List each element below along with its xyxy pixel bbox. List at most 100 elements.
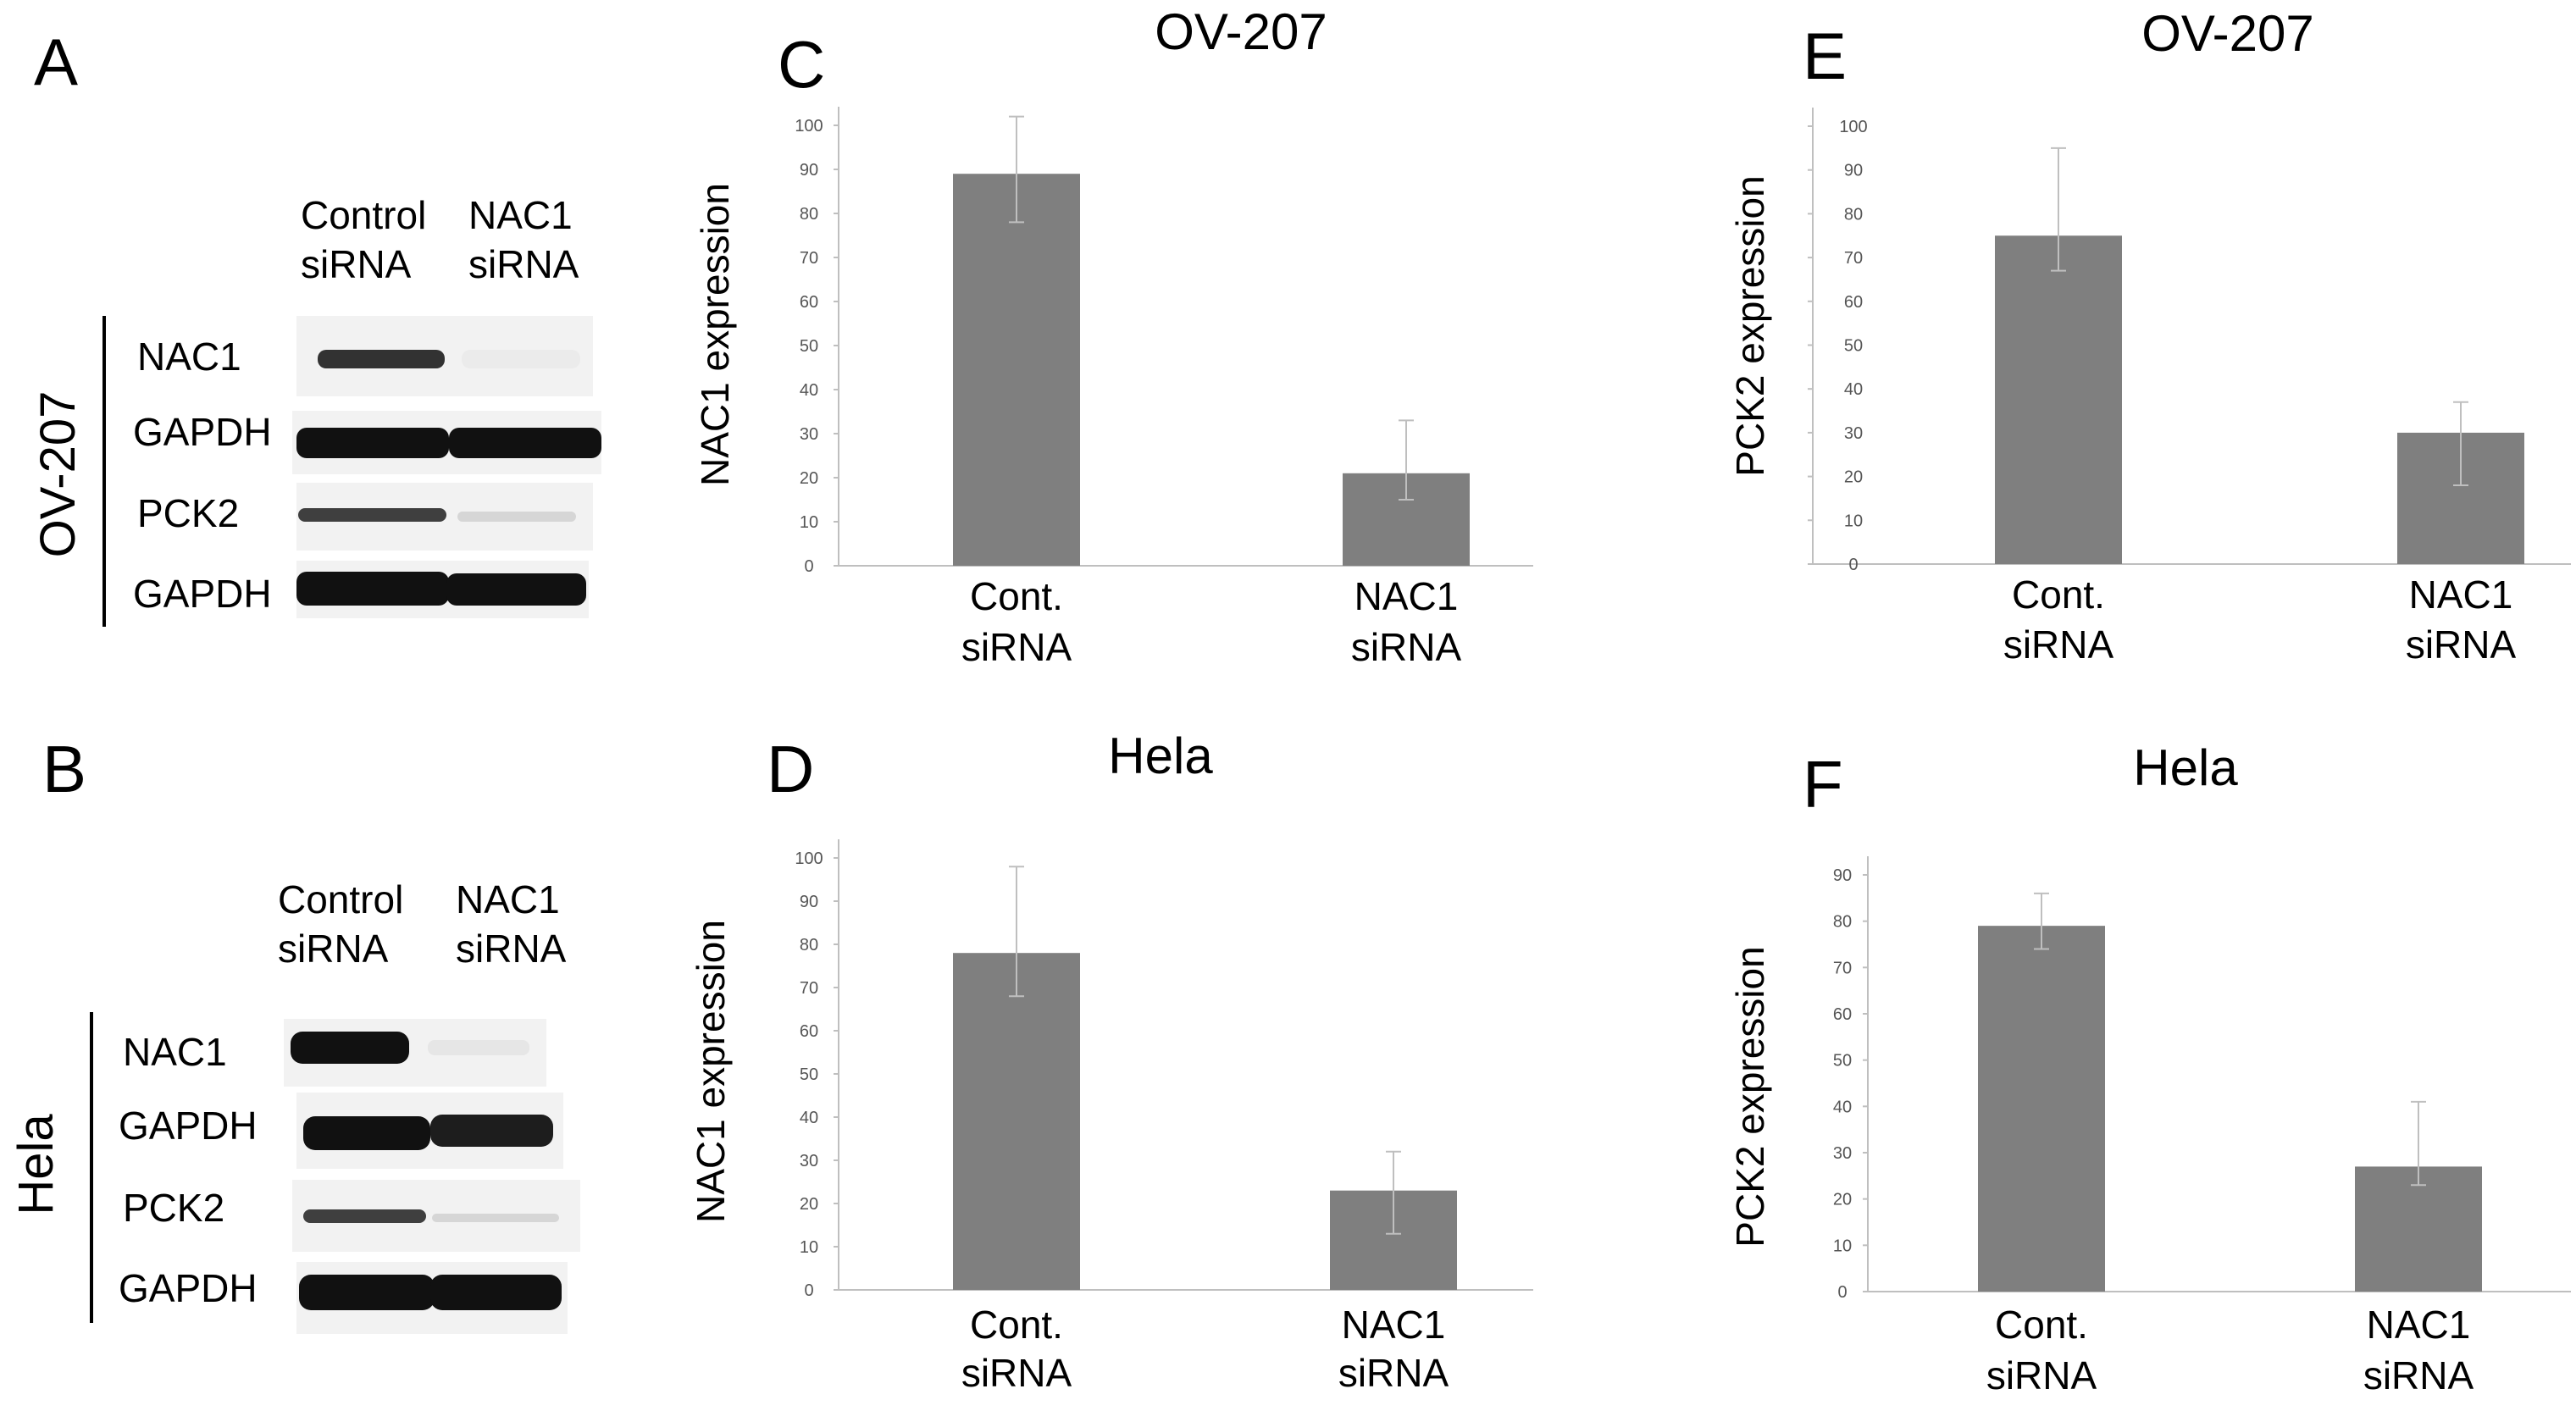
wb-ov207-band-nac1-nac1sirna [462,350,580,368]
chart-d-category-1-line1: Cont. [970,1303,1063,1347]
chart-d-hela-nac1: Hela NAC1 expression 0 10 20 30 40 50 60 70 80 90 10… [689,728,1533,1395]
chart-d-category-1-line2: siRNA [961,1351,1072,1395]
wb-hela-band-nac1-control [291,1032,409,1064]
wb-hela-cell-line-label: Hela [8,1114,64,1215]
chart-e-ytick-label-50: 50 [1844,337,1863,356]
chart-d-ylabel: NAC1 expression [689,920,733,1223]
wb-ov207-cell-line-label: OV-207 [30,391,86,558]
wb-ov207-lane2-label-line2: siRNA [468,242,579,286]
wb-hela-band-gapdh1-nac1sirna [430,1115,553,1147]
wb-hela-band-pck2-control [303,1209,426,1223]
chart-e-ytick-label-30: 30 [1844,424,1863,443]
chart-d-ytick-label-50: 50 [800,1065,818,1084]
wb-ov207-band-pck2-control [298,508,446,522]
wb-ov207-band-pck2-nac1sirna [457,512,576,522]
wb-hela-row1-label: NAC1 [123,1030,227,1074]
wb-hela-band-gapdh2-nac1sirna [430,1275,562,1310]
chart-e-category-2-line2: siRNA [2406,622,2517,667]
chart-f-hela-pck2: Hela PCK2 expression 0 10 20 30 40 50 60 70 80 90 Co… [1728,739,2571,1397]
wb-ov207-lane1-label-line2: siRNA [301,242,412,286]
chart-c-ytick-label-40: 40 [800,381,818,400]
wb-hela-band-gapdh1-control [303,1116,430,1150]
chart-d-ytick-label-80: 80 [800,936,818,955]
wb-hela-band-pck2-nac1sirna [432,1214,559,1222]
wb-hela-band-nac1-nac1sirna [428,1040,529,1055]
chart-c-category-1-line1: Cont. [970,574,1063,618]
panel-letter-b: B [42,732,86,806]
chart-e-category-1-line2: siRNA [2003,622,2114,667]
chart-d-ytick-label-10: 10 [800,1238,818,1257]
panel-letter-f: F [1803,747,1843,822]
panel-letter-d: D [767,732,814,806]
wb-ov207-row2-label: GAPDH [133,410,272,454]
panel-letter-e: E [1803,19,1847,93]
western-blot-hela: Control siRNA NAC1 siRNA Hela NAC1 GAPDH… [8,877,580,1334]
chart-c-title: OV-207 [1155,3,1327,60]
chart-e-ytick-label-0: 0 [1848,556,1858,574]
chart-f-category-1-line2: siRNA [1986,1353,2097,1397]
wb-ov207-band-gapdh1-nac1sirna [449,428,601,458]
chart-c-ytick-label-50: 50 [800,337,818,356]
chart-f-category-1-line1: Cont. [1995,1303,2088,1347]
chart-e-ytick-label-70: 70 [1844,249,1863,268]
chart-e-ytick-label-80: 80 [1844,205,1863,224]
chart-c-ov207-nac1: OV-207 NAC1 expression 0 10 20 30 40 50 60 70 80 90… [693,3,1533,669]
chart-d-ytick-label-40: 40 [800,1109,818,1127]
chart-e-ytick-label-20: 20 [1844,468,1863,487]
chart-e-ov207-pck2: OV-207 PCK2 expression 0 10 20 30 40 50 60 70 80 90… [1728,5,2571,667]
chart-d-ytick-label-70: 70 [800,979,818,998]
chart-f-ytick-label-30: 30 [1833,1144,1852,1163]
wb-hela-row4-label: GAPDH [119,1266,258,1310]
chart-d-ytick-label-60: 60 [800,1022,818,1041]
chart-f-ylabel: PCK2 expression [1728,946,1772,1247]
chart-e-category-2-line1: NAC1 [2409,573,2513,617]
chart-f-title: Hela [2133,739,2238,796]
chart-d-ytick-label-90: 90 [800,893,818,911]
chart-f-ytick-label-10: 10 [1833,1237,1852,1255]
chart-c-ytick-label-100: 100 [795,117,823,136]
chart-d-ytick-label-100: 100 [795,849,823,868]
chart-d-category-2-line1: NAC1 [1342,1303,1446,1347]
chart-c-category-2-line1: NAC1 [1354,574,1459,618]
chart-c-ytick-label-60: 60 [800,293,818,312]
chart-d-category-2-line2: siRNA [1338,1351,1449,1395]
chart-d-bar-1 [953,953,1080,1290]
chart-c-category-1-line2: siRNA [961,625,1072,669]
chart-e-bar-1 [1995,235,2122,564]
wb-ov207-band-nac1-control [318,350,445,368]
wb-ov207-band-gapdh1-control [296,428,449,458]
wb-ov207-band-gapdh2-nac1sirna [446,573,586,606]
wb-hela-lane1-label-line1: Control [278,877,403,921]
chart-c-category-2-line2: siRNA [1351,625,1462,669]
chart-e-ylabel: PCK2 expression [1728,175,1772,476]
chart-f-ytick-label-50: 50 [1833,1052,1852,1071]
wb-hela-lane2-label-line2: siRNA [456,927,567,971]
chart-d-ytick-label-30: 30 [800,1152,818,1170]
western-blot-ov207: Control siRNA NAC1 siRNA OV-207 NAC1 GAP… [30,193,601,627]
wb-hela-row3-label: PCK2 [123,1186,224,1230]
wb-hela-lane1-label-line2: siRNA [278,927,389,971]
chart-c-ytick-label-20: 20 [800,469,818,488]
chart-f-ytick-label-0: 0 [1837,1283,1847,1302]
chart-f-category-2-line1: NAC1 [2367,1303,2471,1347]
chart-c-ytick-label-30: 30 [800,425,818,444]
chart-c-ytick-label-10: 10 [800,513,818,532]
wb-ov207-band-gapdh2-control [296,572,449,606]
chart-c-bar-1 [953,174,1080,566]
chart-f-ytick-label-90: 90 [1833,866,1852,885]
wb-ov207-row3-label: PCK2 [137,491,239,535]
panel-letter-c: C [778,27,825,102]
chart-f-ytick-label-20: 20 [1833,1191,1852,1209]
chart-c-ytick-label-70: 70 [800,249,818,268]
chart-f-bar-2 [2355,1166,2482,1292]
chart-f-ytick-label-60: 60 [1833,1005,1852,1024]
chart-d-ytick-label-20: 20 [800,1195,818,1214]
chart-e-ytick-label-10: 10 [1844,512,1863,530]
chart-f-ytick-label-70: 70 [1833,959,1852,977]
chart-e-ytick-label-90: 90 [1844,162,1863,180]
wb-hela-band-gapdh2-control [299,1275,435,1310]
wb-hela-row2-label: GAPDH [119,1104,258,1148]
chart-e-ytick-label-40: 40 [1844,380,1863,399]
chart-c-ytick-label-0: 0 [804,557,813,576]
